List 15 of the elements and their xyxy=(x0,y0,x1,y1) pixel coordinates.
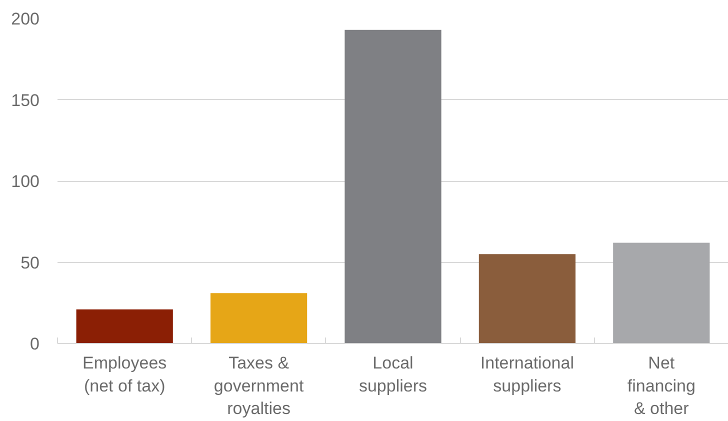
y-tick-label: 50 xyxy=(20,253,40,272)
x-tick-label: Employees (net of tax) xyxy=(82,354,167,396)
x-tick-label: Net financing & other xyxy=(627,354,696,418)
y-tick-label: 200 xyxy=(11,10,40,28)
x-tick-label: Taxes & government royalties xyxy=(214,354,304,418)
bar xyxy=(613,242,710,344)
x-tick-label: International suppliers xyxy=(480,354,574,396)
bar xyxy=(210,293,308,344)
x-tick-label: Local suppliers xyxy=(358,354,428,396)
bar xyxy=(344,30,442,344)
y-tick-label: 150 xyxy=(11,90,40,110)
bar xyxy=(478,254,576,344)
bar xyxy=(76,309,173,344)
y-tick-label: 100 xyxy=(11,172,40,191)
y-tick-label: 0 xyxy=(30,334,40,354)
